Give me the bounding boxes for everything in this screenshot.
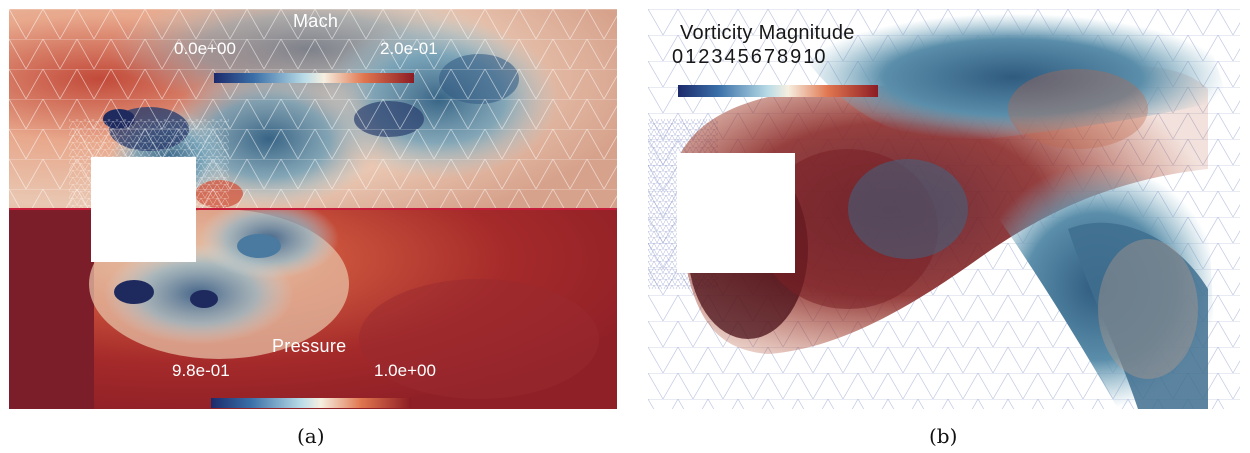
vorticity-colorbar-ticks: 0 1 2 3 4 5 6 7 8 9 10 <box>672 46 826 69</box>
mach-colorbar-max: 2.0e-01 <box>380 39 438 58</box>
vorticity-tick: 10 <box>803 46 826 68</box>
caption-b: (b) <box>929 424 958 448</box>
pressure-colorbar-title: Pressure <box>272 336 347 356</box>
vorticity-tick: 4 <box>724 46 736 68</box>
vorticity-tick: 1 <box>685 46 697 68</box>
mach-colorbar-min: 0.0e+00 <box>174 39 236 58</box>
vorticity-colorbar <box>678 85 878 97</box>
vorticity-tick: 6 <box>750 46 762 68</box>
vorticity-colorbar-title: Vorticity Magnitude <box>680 22 855 44</box>
mach-colorbar <box>214 73 414 83</box>
vorticity-tick: 2 <box>698 46 710 68</box>
panel-a-flow-field: Mach 0.0e+00 2.0e-01 Pressure 9.8e-01 1.… <box>9 9 617 409</box>
vorticity-tick: 7 <box>763 46 775 68</box>
vorticity-tick: 9 <box>790 46 802 68</box>
panel-b-render <box>648 9 1240 409</box>
vorticity-tick: 3 <box>711 46 723 68</box>
panel-b-vorticity <box>648 9 1240 409</box>
vorticity-tick: 0 <box>672 46 684 68</box>
vorticity-tick: 8 <box>777 46 789 68</box>
pressure-colorbar-min: 9.8e-01 <box>172 361 230 380</box>
caption-a: (a) <box>297 424 325 448</box>
pressure-colorbar-max: 1.0e+00 <box>374 361 436 380</box>
vorticity-tick: 5 <box>737 46 749 68</box>
panel-a-render <box>9 9 617 409</box>
pressure-colorbar <box>211 398 411 408</box>
mach-colorbar-title: Mach <box>293 11 339 31</box>
